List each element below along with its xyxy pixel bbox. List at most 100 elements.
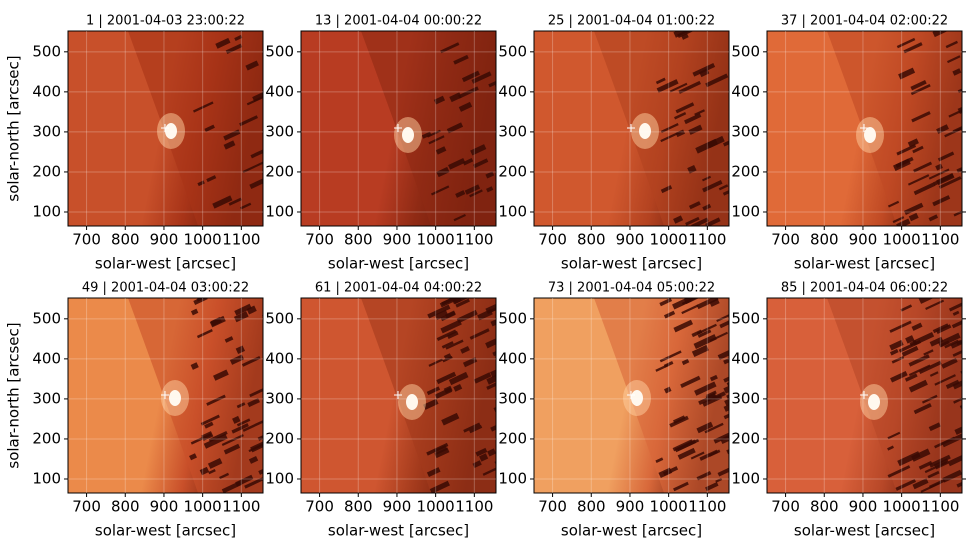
limb	[594, 31, 729, 226]
dark-patch	[447, 330, 459, 339]
x-tick-label: 700	[72, 231, 101, 249]
dark-patch	[959, 396, 962, 409]
dark-patch	[428, 358, 444, 367]
dark-patch	[436, 371, 457, 385]
y-tick-label: 400	[498, 349, 527, 367]
dark-patch	[705, 217, 721, 226]
dark-patch	[455, 190, 466, 198]
axes-frame	[533, 297, 730, 494]
dark-patch	[677, 447, 696, 460]
dark-patch	[485, 336, 496, 349]
dark-patch	[928, 478, 946, 489]
dark-patch	[247, 398, 260, 408]
dark-patch	[233, 311, 249, 323]
x-tick-label: 1100	[455, 231, 493, 249]
dark-patch	[702, 180, 723, 193]
dark-patch	[659, 350, 682, 363]
dark-patch	[693, 334, 717, 349]
dark-patch	[448, 371, 469, 386]
y-tick-label: 300	[731, 122, 760, 140]
dark-patch	[938, 176, 962, 189]
dark-patch	[723, 381, 729, 394]
dark-patch	[225, 43, 243, 55]
dark-patch	[462, 158, 474, 166]
dark-patch	[941, 433, 962, 448]
dark-patch	[688, 124, 703, 135]
dark-patch	[441, 412, 460, 426]
y-tick-label: 500	[265, 309, 294, 327]
dark-patch	[918, 298, 942, 304]
dark-patch	[956, 164, 962, 173]
y-tick-label: 200	[32, 429, 61, 447]
panel-title: 37 | 2001-04-04 02:00:22	[781, 14, 948, 29]
dark-patch	[683, 298, 699, 305]
dark-patch	[952, 310, 960, 316]
dark-patch	[244, 477, 263, 489]
panel-title: 85 | 2001-04-04 06:00:22	[781, 281, 948, 296]
dark-patch	[464, 184, 481, 195]
panel-title: 1 | 2001-04-03 23:00:22	[86, 14, 245, 29]
dark-patch	[911, 448, 931, 462]
dark-patch	[952, 124, 962, 134]
x-tick-label: 1100	[688, 231, 726, 249]
dark-patch	[663, 310, 676, 319]
dark-patch	[472, 460, 482, 469]
dark-patch	[965, 372, 978, 382]
solar-image	[534, 298, 729, 493]
dark-patch	[231, 423, 249, 434]
x-tick-label: 1000	[883, 498, 921, 516]
dark-patch	[434, 309, 449, 320]
x-axis-label: solar-west [arcsec]	[794, 522, 935, 540]
x-axis-label: solar-west [arcsec]	[95, 255, 236, 273]
dark-patch	[223, 443, 241, 455]
dark-patch	[208, 468, 216, 475]
y-tick-label: 400	[265, 82, 294, 100]
dark-patch	[908, 212, 919, 222]
dark-patch	[947, 55, 961, 64]
x-tick-label: 800	[344, 498, 373, 516]
dark-patch	[694, 109, 705, 116]
dark-patch	[918, 360, 942, 374]
dark-patch	[246, 94, 263, 106]
y-tick-label: 200	[265, 429, 294, 447]
dark-patch	[705, 392, 717, 402]
dark-patch	[709, 298, 720, 307]
dark-patch	[688, 201, 701, 210]
x-tick-label: 700	[305, 231, 334, 249]
dark-patch	[945, 40, 958, 49]
dark-patch	[664, 386, 672, 394]
dark-patch	[236, 402, 246, 409]
dark-patch	[732, 146, 755, 160]
dark-patch	[890, 370, 908, 383]
panel: 700 800 900 1000 1100 100 200 300 400 500 37 | 200…	[731, 14, 966, 273]
marker-cross	[627, 124, 635, 132]
dark-patch	[963, 356, 979, 368]
dark-patch	[678, 80, 701, 94]
dark-patch	[685, 216, 700, 226]
dark-patch	[692, 63, 716, 77]
x-tick-label: 800	[577, 498, 606, 516]
dark-patch	[696, 298, 719, 310]
y-tick-label: 500	[731, 42, 760, 60]
dark-patch	[469, 328, 490, 340]
dark-patch	[659, 298, 673, 307]
dark-patch	[911, 111, 931, 123]
panel-title: 49 | 2001-04-04 03:00:22	[82, 281, 249, 296]
dark-patch	[660, 123, 679, 133]
flare-core	[868, 394, 880, 410]
dark-patch	[431, 185, 450, 196]
dark-patch	[249, 177, 263, 189]
dark-patch	[434, 444, 448, 455]
dark-patch	[669, 82, 688, 93]
y-tick-label: 100	[731, 202, 760, 220]
dark-patch	[675, 102, 695, 114]
dark-patch	[249, 386, 263, 398]
flare-core	[402, 127, 414, 143]
dark-patch	[702, 203, 712, 211]
dark-patch	[726, 373, 729, 387]
marker-cross	[394, 124, 402, 132]
dark-patch	[720, 429, 729, 445]
dark-patch	[717, 463, 729, 477]
dark-patch	[669, 415, 689, 428]
flare-core	[165, 123, 177, 139]
